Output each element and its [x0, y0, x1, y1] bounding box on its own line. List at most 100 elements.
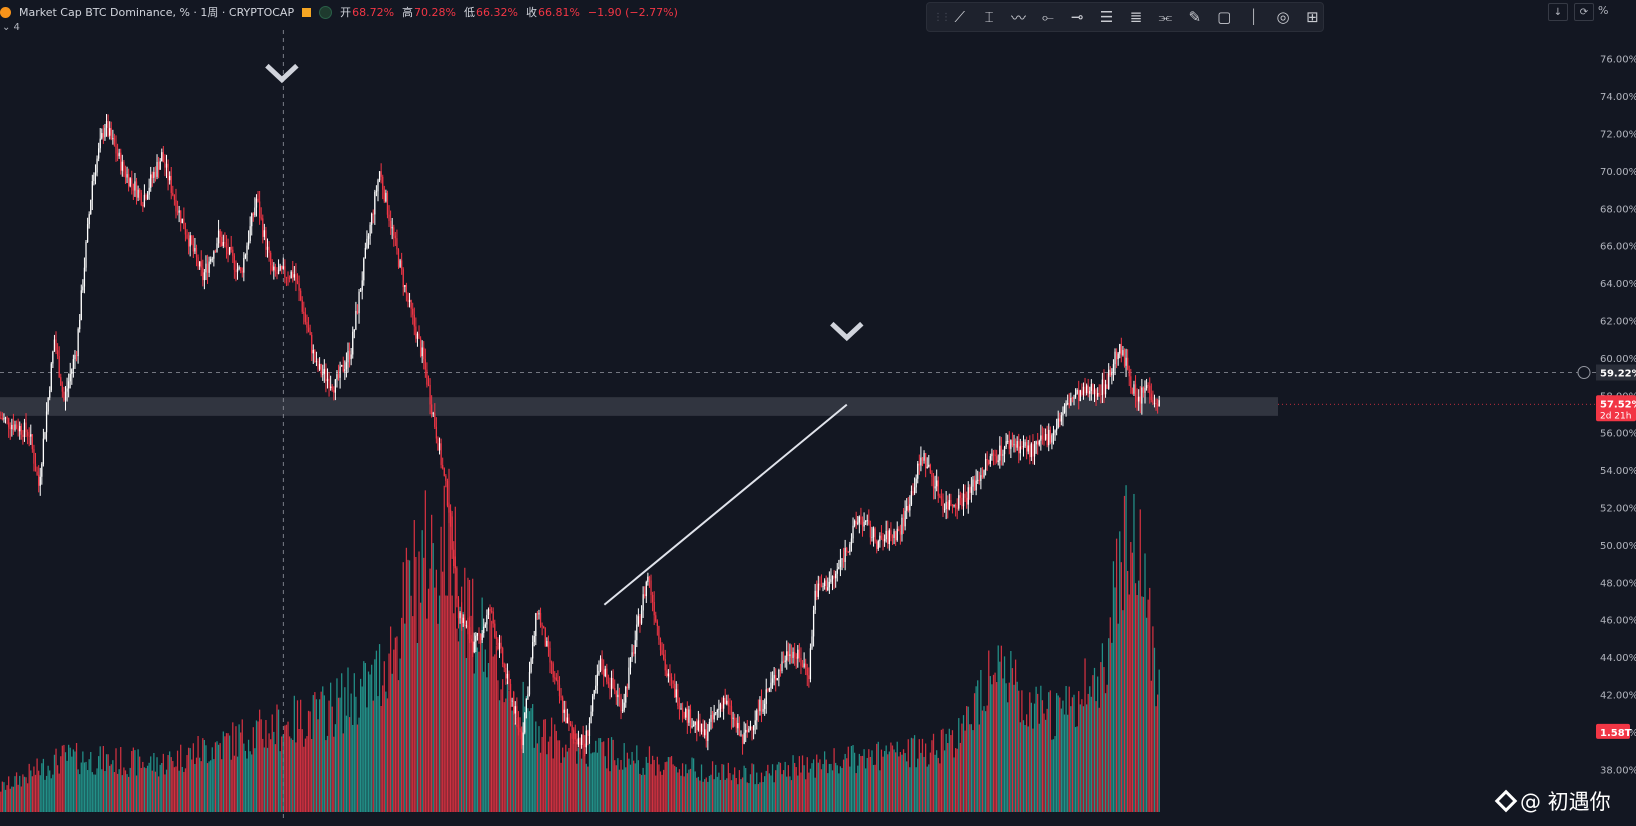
- candle-body: [127, 174, 130, 187]
- candle-body: [885, 530, 887, 540]
- trend-line-icon[interactable]: ⟋: [954, 8, 965, 26]
- candle-body: [576, 739, 578, 745]
- candle-body: [393, 227, 395, 236]
- volume-bar: [524, 706, 526, 812]
- volume-bar: [984, 711, 987, 812]
- candle-body: [348, 350, 351, 360]
- percent-scale-toggle[interactable]: %: [1598, 4, 1609, 17]
- fib-channel-icon[interactable]: ≣: [1129, 8, 1143, 26]
- candle-body: [1101, 379, 1104, 395]
- candle-body: [759, 699, 761, 712]
- volume-bar: [233, 755, 235, 812]
- volume-bar: [93, 774, 95, 812]
- download-icon[interactable]: ↓: [1548, 3, 1568, 21]
- volume-bar: [123, 767, 125, 812]
- volume-bar: [628, 758, 630, 812]
- volume-bar: [120, 747, 122, 812]
- pitchfork-icon[interactable]: ⫘: [1158, 8, 1173, 26]
- vertical-measure-icon[interactable]: ⌶: [984, 8, 994, 26]
- candle-body: [107, 120, 109, 136]
- volume-bar: [779, 762, 782, 812]
- volume-bar: [863, 749, 865, 812]
- volume-bar: [64, 752, 67, 812]
- volume-bar: [300, 699, 302, 812]
- candle-body: [951, 505, 954, 507]
- volume-bar: [820, 769, 823, 812]
- candle-body: [34, 463, 37, 472]
- rectangle-icon[interactable]: ▢: [1217, 8, 1232, 26]
- volume-bar: [290, 738, 292, 812]
- volume-bar: [580, 758, 583, 812]
- candle-body: [279, 265, 281, 270]
- candle-body: [514, 706, 516, 714]
- candle-body: [470, 638, 472, 642]
- volume-bar: [372, 700, 374, 812]
- candle-body: [404, 284, 406, 287]
- volume-bar: [393, 649, 395, 812]
- volume-bar: [991, 684, 993, 812]
- target-icon[interactable]: ◎: [1276, 8, 1290, 26]
- candle-body: [1002, 454, 1004, 456]
- volume-bar: [448, 468, 450, 812]
- candle-body: [910, 491, 913, 505]
- candle-body: [468, 627, 471, 639]
- volume-bar: [831, 770, 834, 812]
- candle-body: [465, 625, 467, 627]
- volume-bar: [258, 709, 261, 812]
- horizontal-line-icon[interactable]: ⊸: [1070, 8, 1084, 26]
- volume-bar: [453, 613, 455, 812]
- candle-body: [170, 175, 172, 193]
- volume-bar: [434, 587, 436, 812]
- volume-bar: [636, 745, 638, 812]
- volume-bar: [42, 758, 45, 812]
- candle-body: [959, 495, 961, 498]
- candle-body: [543, 626, 545, 629]
- volume-bar: [366, 707, 368, 812]
- market-status-icon: [319, 5, 333, 19]
- candle-body: [1123, 350, 1126, 366]
- y-tick-label: 62.00%: [1600, 317, 1636, 328]
- volume-bar: [634, 763, 636, 812]
- candle-body: [1097, 393, 1099, 397]
- candle-body: [686, 708, 688, 723]
- candle-body: [555, 677, 557, 680]
- volume-bar: [55, 748, 57, 812]
- volume-bar: [314, 692, 316, 812]
- volume-bar: [962, 715, 965, 812]
- volume-bar: [1092, 675, 1094, 812]
- flag-icon[interactable]: [302, 7, 312, 17]
- candle-body: [961, 497, 963, 507]
- candle-body: [80, 290, 82, 320]
- volume-bar: [648, 746, 651, 812]
- volume-bar: [688, 769, 690, 812]
- volume-bar: [142, 761, 144, 812]
- vertical-line-icon[interactable]: ⏐: [1249, 8, 1258, 26]
- candle-body: [334, 379, 337, 393]
- symbol-title[interactable]: Market Cap BTC Dominance, % · 1周 · CRYPT…: [19, 6, 295, 19]
- drag-handle-icon[interactable]: ⋮⋮: [933, 11, 951, 23]
- volume-bar: [490, 620, 493, 812]
- volume-bar: [1035, 686, 1037, 812]
- candle-body: [920, 457, 922, 466]
- candle-body: [200, 261, 202, 268]
- volume-bar: [56, 765, 59, 812]
- refresh-icon[interactable]: ⟳: [1574, 3, 1594, 21]
- volume-bar: [257, 721, 259, 812]
- horizontal-ray-icon[interactable]: ⟜: [1041, 8, 1054, 26]
- grid-icon[interactable]: ⊞: [1306, 8, 1319, 26]
- candle-body: [1090, 384, 1092, 391]
- candle-body: [940, 496, 943, 500]
- volume-bar: [325, 740, 327, 812]
- parallel-channel-icon[interactable]: ☰: [1099, 8, 1114, 26]
- volume-bar: [60, 756, 62, 812]
- volume-bar: [99, 746, 101, 812]
- volume-bar: [620, 760, 622, 812]
- brush-icon[interactable]: ✎: [1188, 8, 1202, 26]
- collapse-indicators-button[interactable]: ⌄ 4: [2, 22, 20, 33]
- volume-bar: [1057, 695, 1059, 812]
- path-icon[interactable]: 〰: [1010, 8, 1026, 27]
- candle-body: [277, 269, 280, 274]
- candle-body: [1007, 440, 1009, 442]
- candle-body: [732, 717, 734, 719]
